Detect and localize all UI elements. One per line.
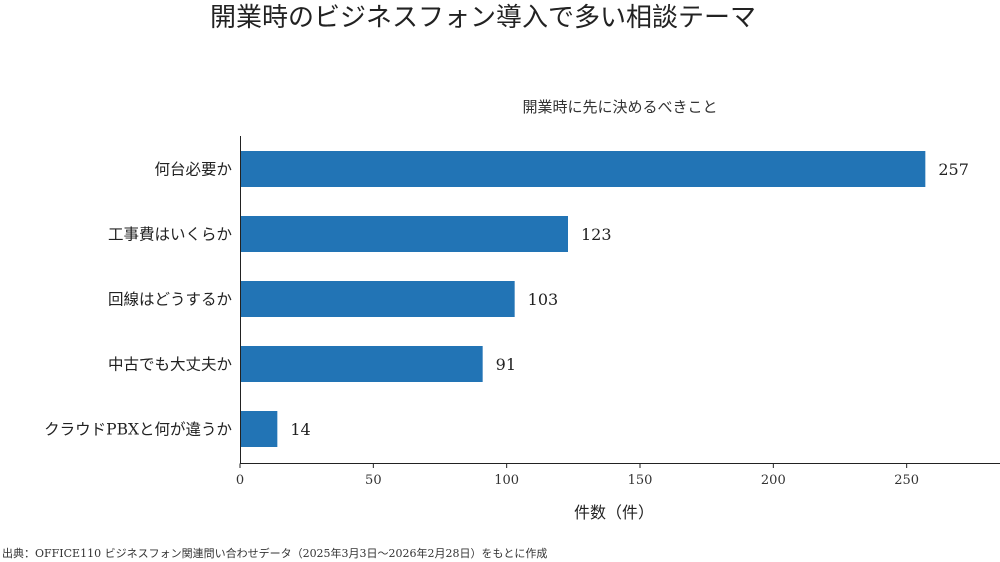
x-tick-label-6: 250: [894, 473, 919, 488]
bar-3: [241, 281, 515, 317]
x-tick-label-1: 0: [236, 473, 244, 488]
category-label-3: 回線はどうするか: [108, 291, 232, 309]
category-labels-group: 何台必要か工事費はいくらか回線はどうするか中古でも大丈夫かクラウドPBXと何が違…: [44, 161, 232, 439]
value-label-3: 103: [528, 290, 559, 309]
bar-1: [241, 151, 926, 187]
x-tick-label-4: 150: [628, 473, 653, 488]
category-label-1: 何台必要か: [154, 161, 232, 179]
value-label-2: 123: [581, 225, 612, 244]
source-note: 出典：OFFICE110 ビジネスフォン関連問い合わせデータ（2025年3月3日…: [2, 546, 547, 560]
chart-title: 開業時のビジネスフォン導入で多い相談テーマ: [210, 3, 756, 33]
value-label-5: 14: [290, 420, 310, 439]
category-label-2: 工事費はいくらか: [108, 226, 232, 244]
x-ticks-group: 0 50 100 150 200 250: [236, 463, 919, 488]
bar-2: [241, 216, 568, 252]
chart-subtitle: 開業時に先に決めるべきこと: [522, 98, 717, 116]
x-tick-label-3: 100: [494, 473, 519, 488]
bars-group: [241, 151, 926, 447]
x-tick-label-5: 200: [761, 473, 786, 488]
x-tick-label-2: 50: [365, 473, 382, 488]
bar-5: [241, 411, 278, 447]
value-label-1: 257: [938, 160, 969, 179]
category-label-5: クラウドPBXと何が違うか: [44, 421, 232, 439]
value-labels-group: 257 123 103 91 14: [290, 160, 969, 439]
value-label-4: 91: [496, 355, 516, 374]
bar-4: [241, 346, 483, 382]
category-label-4: 中古でも大丈夫か: [108, 356, 232, 374]
x-axis-label: 件数（件）: [574, 503, 654, 522]
